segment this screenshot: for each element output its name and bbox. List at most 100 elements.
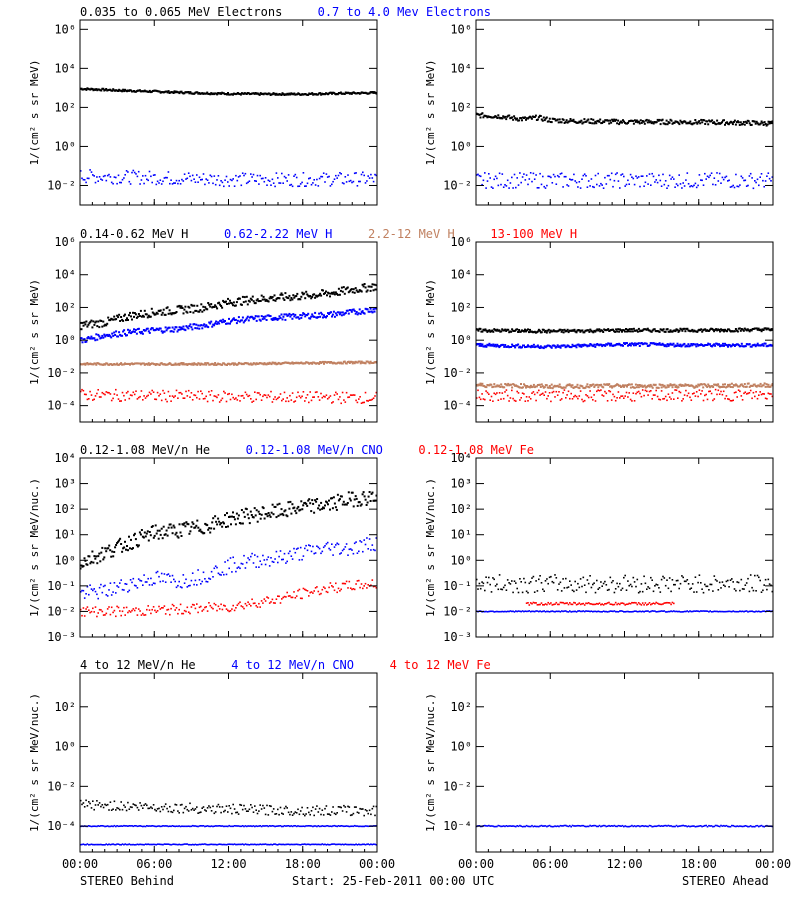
data-point xyxy=(700,393,702,395)
data-point xyxy=(481,183,483,186)
data-point xyxy=(508,114,511,117)
data-point xyxy=(620,120,622,123)
data-point xyxy=(305,290,308,293)
data-point xyxy=(180,326,183,329)
data-point xyxy=(162,180,164,183)
data-point xyxy=(654,610,656,612)
data-point xyxy=(678,610,680,613)
data-point xyxy=(297,589,299,592)
data-point xyxy=(596,328,599,331)
data-point xyxy=(320,592,322,595)
data-point xyxy=(506,394,509,397)
data-point xyxy=(643,575,645,578)
data-point xyxy=(132,803,135,805)
data-point xyxy=(204,578,206,580)
data-point xyxy=(666,399,668,402)
data-point xyxy=(223,573,225,576)
data-point xyxy=(370,549,372,551)
data-point xyxy=(94,590,97,593)
data-point xyxy=(133,532,136,535)
data-point xyxy=(166,574,168,576)
data-point xyxy=(117,316,120,319)
data-point xyxy=(494,343,497,346)
data-point xyxy=(527,591,529,594)
data-point xyxy=(297,547,299,550)
data-point xyxy=(501,610,504,613)
data-point xyxy=(221,608,224,611)
data-point xyxy=(212,399,214,402)
data-point xyxy=(152,606,155,608)
data-point xyxy=(736,396,738,398)
data-point xyxy=(366,289,369,292)
data-point xyxy=(631,611,633,613)
data-point xyxy=(283,391,286,394)
data-point xyxy=(304,185,306,187)
data-point xyxy=(374,395,376,397)
data-point xyxy=(294,551,297,554)
data-point xyxy=(529,398,532,400)
data-point xyxy=(714,184,717,186)
data-point xyxy=(100,320,103,322)
data-point xyxy=(686,579,689,581)
data-point xyxy=(133,171,136,174)
data-point xyxy=(542,116,545,119)
data-point xyxy=(771,590,774,593)
y-tick-label: 10⁶ xyxy=(450,22,472,36)
data-point xyxy=(302,391,305,393)
data-point xyxy=(606,400,609,402)
data-point xyxy=(133,315,135,318)
data-point xyxy=(592,583,594,586)
data-point xyxy=(641,175,644,177)
data-point xyxy=(670,610,672,612)
data-point xyxy=(601,329,604,332)
data-point xyxy=(523,330,525,333)
data-point xyxy=(299,298,302,301)
data-point xyxy=(636,330,639,333)
data-point xyxy=(532,575,535,578)
data-point xyxy=(667,587,670,590)
y-tick-label: 10⁴ xyxy=(450,61,472,75)
data-point xyxy=(142,362,145,365)
data-point xyxy=(636,384,639,387)
data-point xyxy=(347,174,349,176)
data-point xyxy=(364,182,367,184)
data-point xyxy=(611,118,614,121)
data-point xyxy=(725,580,728,583)
data-point xyxy=(115,176,117,179)
data-point xyxy=(754,574,756,577)
data-point xyxy=(573,173,575,176)
data-point xyxy=(86,585,89,588)
data-point xyxy=(762,179,764,182)
data-point xyxy=(154,329,157,331)
data-point xyxy=(179,391,182,394)
data-point xyxy=(757,327,760,330)
data-point xyxy=(190,179,193,182)
data-point xyxy=(756,574,759,577)
data-point xyxy=(278,297,281,300)
data-point xyxy=(340,402,342,405)
data-point xyxy=(608,174,610,177)
data-point xyxy=(752,187,755,190)
data-point xyxy=(93,175,95,177)
data-point xyxy=(324,545,326,547)
data-point xyxy=(633,183,636,186)
data-point xyxy=(371,544,374,546)
data-point xyxy=(123,90,126,93)
data-point xyxy=(358,360,361,363)
data-point xyxy=(88,609,90,611)
data-point xyxy=(662,328,665,331)
data-point xyxy=(255,566,257,568)
data-point xyxy=(117,606,120,609)
data-point xyxy=(630,328,633,331)
data-point xyxy=(159,608,162,610)
data-point xyxy=(633,601,636,604)
data-point xyxy=(138,331,141,334)
data-point xyxy=(210,303,213,306)
data-point xyxy=(525,386,527,389)
data-point xyxy=(295,595,298,597)
data-point xyxy=(621,610,624,612)
data-point xyxy=(659,179,662,182)
data-point xyxy=(354,495,357,498)
data-point xyxy=(170,313,173,316)
data-point xyxy=(668,602,671,604)
